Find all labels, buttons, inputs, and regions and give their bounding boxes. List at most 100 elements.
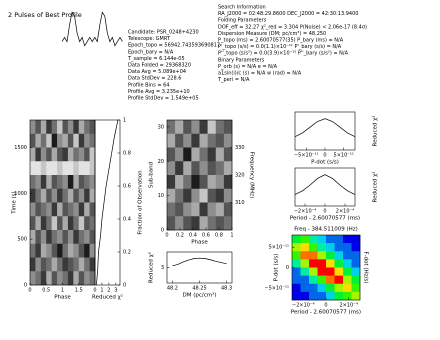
heat-cell [183,188,192,203]
heat-cell [84,216,90,231]
x-tick-label: 2 [107,288,110,294]
heat-cell [67,120,74,135]
y-tick-label: 500 [17,237,27,243]
heat-cell [35,147,42,162]
info-line: Telescope: GMRT [127,36,171,42]
heat-cell [62,120,69,135]
heat-cell [317,291,327,301]
heat-cell [191,202,200,217]
heat-cell [167,175,176,190]
heat-cell [46,271,52,286]
heat-cell [51,175,58,190]
heat-cell [35,271,42,286]
heat-cell [35,133,42,148]
x-tick-label: 48.25 [192,286,206,292]
heat-cell [67,175,74,190]
heat-cell [175,133,184,148]
y2-tick-label: 310 [235,200,245,206]
heat-cell [215,147,225,162]
info-line: P''_topo (s/s²) = 0.0(3.9)×10⁻¹⁵ P''_bar… [218,51,349,57]
x-axis-label: Period - 2.60070577 (ms) [291,310,361,316]
heat-cell [57,202,63,217]
heat-cell [67,271,74,286]
heat-cell [57,175,63,190]
info-line: RA_J2000 = 02:48:29.8600 DEC_J2000 = 42:… [218,11,358,17]
x-tick-label: 5×10⁻¹¹ [334,153,354,159]
heat-cell [89,161,96,176]
heat-cell [191,175,200,190]
heat-cell [40,230,47,245]
heat-cell [183,202,192,217]
heat-cell [35,161,42,176]
heat-cell [343,267,352,276]
heat-cell [35,175,42,190]
heat-cell [343,251,352,260]
heat-cell [223,216,233,231]
heat-cell [40,216,47,231]
x-tick-label: 0 [323,153,326,159]
heat-cell [300,243,310,252]
heat-cell [317,283,327,293]
heat-cell [51,147,58,162]
heat-cell [62,133,69,148]
heat-cell [62,188,69,203]
x-axis-label: Period - 2.60070577 (ms) [290,216,360,222]
heat-cell [191,120,200,135]
y-tick-label: 20 [158,159,164,165]
heat-cell [175,216,184,231]
line [96,119,119,286]
heat-cell [183,147,192,162]
heat-cell [326,259,335,268]
heat-cell [183,175,192,190]
heat-cell [351,291,361,301]
y-axis-label: Reduced χ² [148,252,155,283]
heat-cell [351,267,361,276]
heat-cell [51,133,58,148]
heat-cell [223,147,233,162]
info-line: Profile Avg = 3.235e+10 [128,89,190,95]
heat-cell [300,259,310,268]
heat-cell [51,216,58,231]
heat-cell [207,175,217,190]
heat-cell [89,147,96,162]
heat-cell [57,120,63,135]
y-tick-label: 1000 [14,191,27,197]
heat-cell [73,161,80,176]
heat-cell [46,147,52,162]
heat-cell [292,275,301,285]
heat-cell [62,216,69,231]
heat-cell [351,251,361,260]
heat-cell [46,257,52,272]
heat-cell [67,161,74,176]
heat-cell [78,147,85,162]
x-axis-label: P-dot (s/s) [311,160,339,166]
heat-cell [167,202,176,217]
heat-cell [73,271,80,286]
heat-cell [84,271,90,286]
heat-cell [215,216,225,231]
heat-cell [30,161,36,176]
heat-cell [51,271,58,286]
heat-cell [300,235,310,244]
heat-cell [183,161,192,176]
heat-cell [78,133,85,148]
heat-cell [57,188,63,203]
x-tick-label: −2×10⁻⁴ [294,209,317,215]
heat-cell [46,243,52,258]
heat-cell [343,275,352,285]
frame [94,119,121,286]
heat-cell [73,230,80,245]
info-line: Binary Parameters [218,57,265,63]
heat-cell [67,133,74,148]
heat-cell [84,175,90,190]
info-line: Data Avg = 5.089e+04 [128,69,186,75]
heat-cell [223,188,233,203]
heat-cell [215,161,225,176]
heat-cell [78,257,85,272]
x-tick-label: −5×10⁻¹¹ [294,153,319,159]
x-tick-label: 1 [61,288,64,294]
heat-cell [84,161,90,176]
info-line: Data Folded = 29368320 [128,63,191,69]
heat-cell [40,188,47,203]
heat-cell [78,271,85,286]
